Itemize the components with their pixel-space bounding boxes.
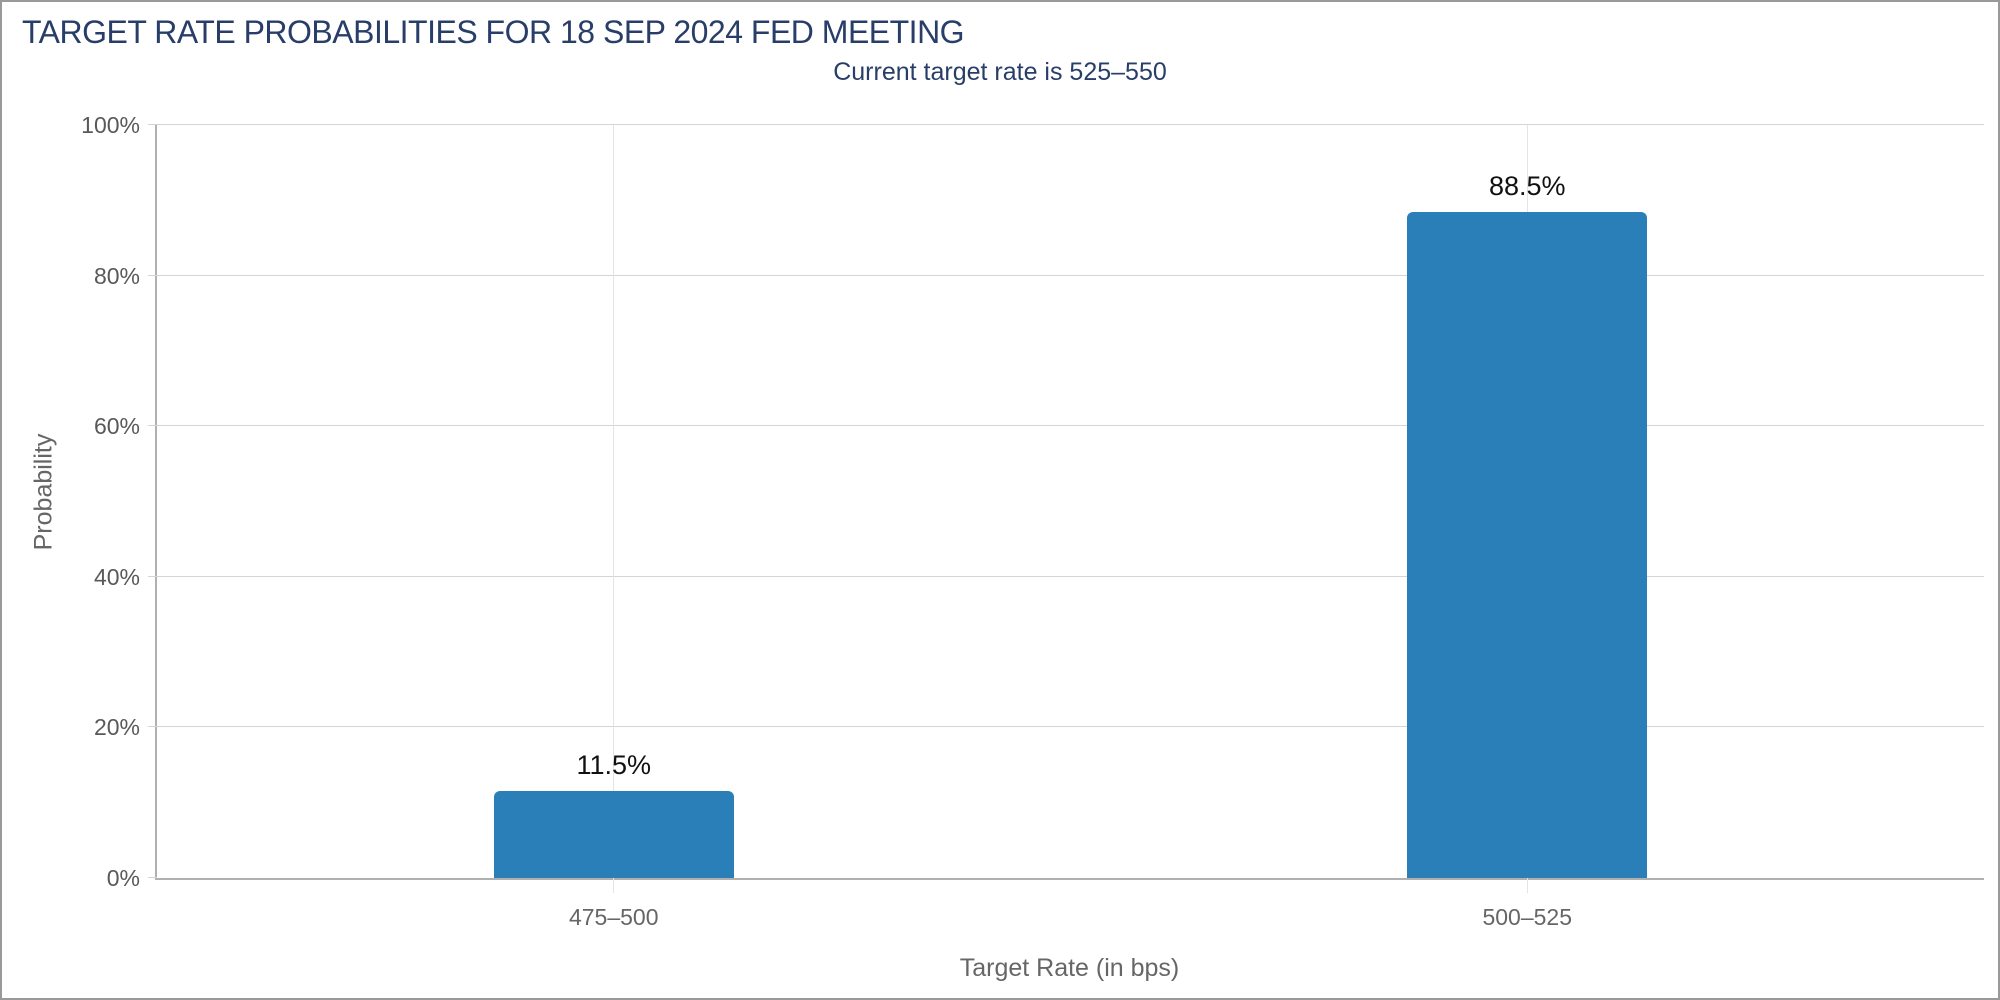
vertical-gridline [613, 125, 615, 878]
horizontal-gridline [157, 124, 1984, 125]
y-axis-title: Probability [29, 433, 58, 551]
plot-area: 0% 20% 40% 60% 80% 100% 11.5% 475–500 88.5% 500–5… [81, 112, 1984, 930]
y-tick-label: 100% [81, 112, 140, 138]
y-tick-mark [148, 274, 157, 276]
bar-value-label: 88.5% [1488, 170, 1566, 201]
horizontal-gridline [157, 575, 1984, 577]
bar-500-525[interactable] [1407, 211, 1648, 878]
x-tick-mark [613, 878, 615, 893]
horizontal-gridline [157, 425, 1984, 427]
x-tick-mark [1526, 878, 1528, 893]
y-tick-label: 20% [93, 714, 140, 741]
x-axis-title: Target Rate (in bps) [959, 954, 1180, 982]
chart-title: TARGET RATE PROBABILITIES FOR 18 SEP 202… [22, 14, 965, 50]
y-tick-mark [148, 425, 157, 427]
y-tick-label: 60% [93, 413, 140, 440]
y-tick-label: 0% [106, 865, 140, 891]
x-tick-label: 500–525 [1482, 904, 1573, 930]
horizontal-gridline [157, 274, 1984, 276]
bar-value-label: 11.5% [576, 750, 652, 781]
y-tick-label: 40% [93, 563, 140, 590]
y-tick-mark [148, 877, 157, 878]
x-tick-label: 475–500 [568, 904, 659, 930]
y-tick-mark [148, 575, 157, 577]
y-tick-label: 80% [93, 262, 140, 289]
horizontal-gridline [157, 726, 1984, 728]
bar-475-500[interactable] [493, 791, 734, 878]
y-tick-mark [148, 124, 157, 125]
chart-subtitle: Current target rate is 525–550 [833, 58, 1167, 86]
y-tick-mark [148, 726, 157, 728]
